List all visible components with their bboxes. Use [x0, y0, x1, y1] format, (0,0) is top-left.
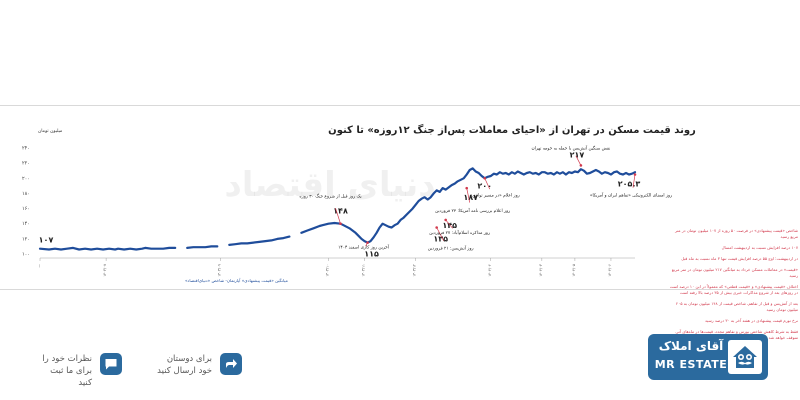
- annotation-arrow: [466, 188, 471, 203]
- mr-estate-logo[interactable]: آقای املاک MR ESTATE: [648, 334, 768, 380]
- annotation-note: روز اعلام «در مسیر توافق»: [470, 193, 520, 198]
- share-button-label: برای دوستان خود ارسال کنید: [157, 354, 212, 376]
- x-tick-label: ۱۴۰۳/۰۷: [103, 264, 107, 277]
- annotations: ۱۰۷ یک روز قبل از شروع جنگ ۳۰ روزه ۱۴۸ آخری…: [39, 145, 673, 258]
- chart-title: روند قیمت مسکن در تهران از «احیای معاملا…: [328, 124, 696, 136]
- x-tick-label: —: [37, 264, 41, 268]
- annotation-value: ۱۰۷: [39, 236, 54, 245]
- logo-text-fa: آقای املاک: [658, 339, 724, 353]
- annotation-value: ۱۱۵: [364, 250, 379, 259]
- annotation-dot: [339, 222, 342, 226]
- annotation-dot: [633, 173, 637, 176]
- y-tick-label: ۲۰۰: [22, 176, 30, 182]
- y-axis-label: میلیون تومان: [38, 129, 63, 134]
- x-tick-label: ۱۴۰۳/۰۹: [217, 264, 221, 277]
- note-item: در اردیبهشت: اوج ۵۵ درصد افزایش قیمت تنه…: [681, 256, 798, 261]
- annotation-value: ۲۱۷: [570, 150, 585, 159]
- y-axis: ۲۴۰ ۲۲۰ ۲۰۰ ۱۸۰ ۱۶۰ ۱۴۰ ۱۲۰ ۱۰۰: [22, 146, 30, 258]
- annotation-note: روز آتش‌بس: ۲۱ فروردین: [428, 246, 474, 252]
- share-icon: [220, 353, 242, 375]
- annotation-value: ۱۴۵: [442, 221, 457, 230]
- house-mustache-icon: [728, 340, 762, 374]
- watermark: دنیای اقتصاد: [224, 165, 435, 205]
- annotation-value: ۲۰۰: [477, 181, 492, 190]
- annotation-note: آخرین روز کاری اسفند ۱۴۰۴: [338, 245, 390, 251]
- annotation-value: ۱۳۵: [433, 235, 448, 244]
- annotation-dot: [366, 241, 369, 244]
- y-tick-label: ۱۰۰: [22, 252, 30, 258]
- note-item: «قیمت» در معاملات مسکن خرداد به میانگین …: [671, 267, 798, 278]
- annotation-value: ۱۴۸: [333, 207, 348, 216]
- chart-source: میانگین «قیمت پیشنهادی» آپارتمان- شاخص «…: [185, 278, 288, 283]
- x-tick-label: ۱۴۰۳/۱۰: [325, 264, 329, 277]
- y-tick-label: ۱۸۰: [22, 191, 30, 197]
- note-item: ۱۰۷ درصد افزایش نسبت به اردیبهشت امسال: [721, 245, 798, 250]
- annotation-dot: [579, 164, 583, 167]
- annotation-arrow: [335, 208, 341, 224]
- annotation-note: نقض سنگین آتش‌بس با حمله به حومه تهران: [531, 145, 610, 151]
- annotation-note: روز اعلام بررسی نامه آمریکا: ۲۳ فروردین: [435, 208, 510, 214]
- annotation-dot: [465, 186, 469, 190]
- comment-icon: [100, 353, 122, 375]
- annotation-value: ۲۰۵.۳: [618, 180, 641, 189]
- annotation-dot: [483, 176, 487, 180]
- x-tick-label: ۱۴۰۴/۰۲: [488, 264, 492, 277]
- annotation-arrow: [632, 174, 636, 188]
- share-button[interactable]: برای دوستان خود ارسال کنید: [157, 353, 242, 379]
- price-line-segment: [186, 245, 219, 249]
- y-tick-label: ۲۴۰: [22, 146, 30, 152]
- price-line-segment: [300, 167, 637, 244]
- annotation-arrow: [445, 219, 453, 229]
- note-item: شاخص «قیمت پیشنهادی» در فرصت ۵۰ روزه از …: [675, 228, 798, 239]
- annotation-arrow: [575, 155, 582, 166]
- price-chart: روند قیمت مسکن در تهران از «احیای معاملا…: [22, 124, 696, 283]
- price-line: [38, 167, 637, 251]
- y-tick-label: ۱۶۰: [22, 206, 30, 212]
- chart-panel: روند قیمت مسکن در تهران از «احیای معاملا…: [0, 105, 800, 340]
- y-tick-label: ۱۴۰: [22, 221, 30, 227]
- annotation-arrow: [484, 178, 491, 190]
- annotation-arrow: [436, 227, 444, 241]
- x-tick-label: ۱۴۰۳/۱۲: [413, 264, 417, 277]
- annotation-dot: [435, 226, 438, 229]
- price-line-segment: [228, 235, 291, 246]
- comment-button-label: نظرات خود را برای ما ثبت کنید: [42, 354, 92, 388]
- x-tick-label: ۱۴۰۴/۰۶: [608, 264, 612, 277]
- logo-text-en: MR ESTATE: [654, 358, 728, 371]
- y-tick-label: ۱۲۰: [22, 236, 30, 242]
- annotation-note: یک روز قبل از شروع جنگ ۳۰ روزه: [299, 194, 362, 200]
- x-axis: — ۱۴۰۳/۰۷ ۱۴۰۳/۰۹ ۱۴۰۳/۱۰ ۱۴۰۳/۱۱ ۱۴۰۳/۱۲ ۱۴۰۴…: [37, 257, 635, 277]
- x-tick-label: ۱۴۰۴/۰۵: [572, 264, 576, 277]
- note-item: اختلاف «قیمت پیشنهادی» و «قیمت قطعی» که …: [669, 284, 798, 295]
- comment-button[interactable]: نظرات خود را برای ما ثبت کنید: [40, 353, 122, 388]
- note-item: بعد از آتش‌بس و قبل از تفاهم، شاخص قیمت …: [676, 301, 798, 312]
- x-tick-label: ۱۴۰۴/۰۳: [539, 264, 543, 277]
- annotation-value: ۱۸۷: [463, 193, 478, 202]
- note-item: فقط به شرط کاهش شاخص بورس و تفاهم مجدد، …: [675, 329, 798, 340]
- note-item: نرخ تورم قیمت پیشنهادی در هفته آخر به ۳۰…: [705, 318, 798, 323]
- y-tick-label: ۲۲۰: [22, 161, 30, 167]
- annotation-note: روز امضای الکترونیکی «تفاهم ایران و آمری…: [590, 193, 672, 199]
- annotation-dot: [444, 218, 447, 222]
- x-tick-label: ۱۴۰۳/۱۱: [362, 264, 366, 277]
- annotation-note: روز مذاکره اسلام‌آباد: ۲۷ فروردین: [429, 230, 490, 236]
- price-line-segment: [38, 246, 177, 251]
- notes-column: شاخص «قیمت پیشنهادی» در فرصت ۵۰ روزه از …: [668, 228, 798, 346]
